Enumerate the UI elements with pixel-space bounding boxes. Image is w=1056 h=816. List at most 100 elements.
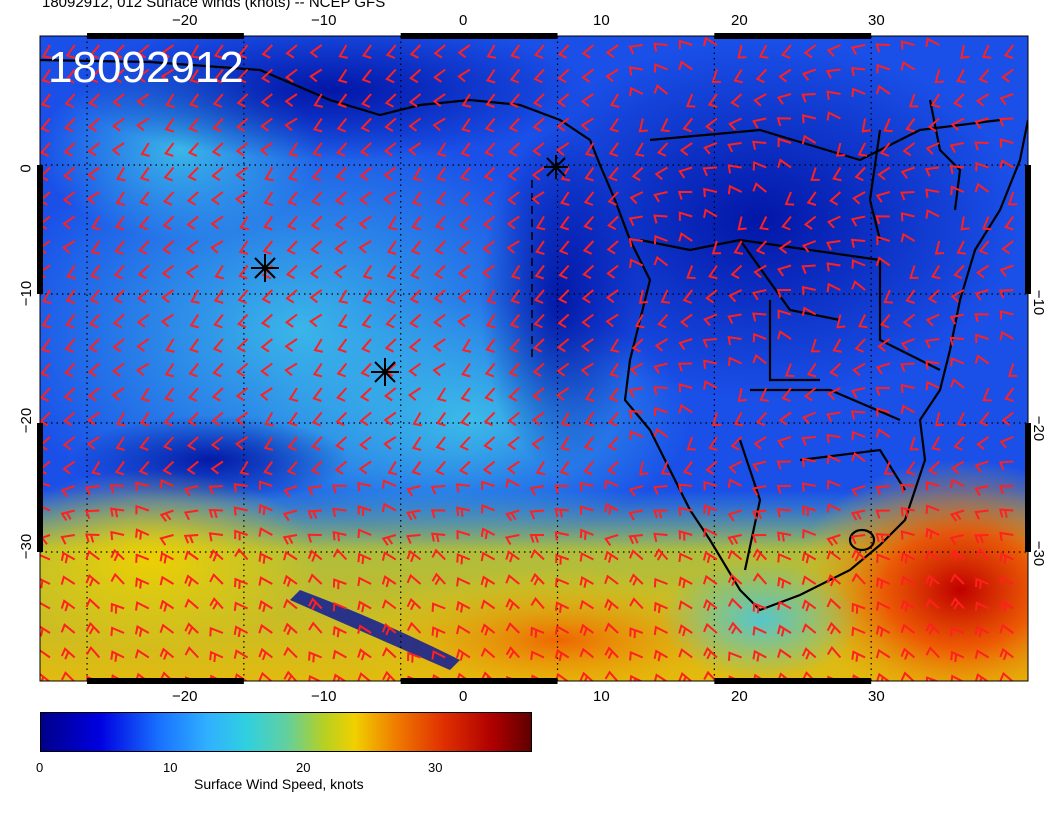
wind-barb — [934, 69, 944, 84]
border-segment — [87, 678, 244, 684]
wind-barb — [999, 647, 1014, 661]
wind-barb — [234, 191, 249, 205]
wind-barb — [950, 357, 965, 367]
wind-barb — [678, 530, 693, 541]
wind-barb — [629, 597, 644, 610]
wind-barb — [163, 166, 175, 182]
wind-barb — [88, 68, 101, 84]
wind-barb — [85, 533, 100, 543]
wind-barb — [116, 412, 126, 427]
wind-barb — [900, 166, 915, 179]
wind-barb — [801, 647, 817, 660]
wind-barb — [956, 240, 967, 255]
wind-barb — [137, 44, 150, 59]
wind-barb — [703, 380, 718, 390]
top-lon-tick: 0 — [459, 12, 468, 29]
wind-barb — [186, 191, 199, 206]
wind-barb — [925, 622, 940, 635]
wind-barb — [460, 142, 471, 157]
wind-barb — [161, 44, 175, 59]
wind-barb — [235, 166, 249, 181]
wind-barb — [381, 622, 397, 636]
wind-barb — [507, 166, 520, 181]
wind-barb — [607, 191, 619, 206]
wind-barb — [530, 572, 545, 586]
wind-barb — [285, 264, 298, 280]
wind-barb — [507, 191, 520, 206]
wind-barb — [211, 387, 224, 402]
wind-barb — [883, 118, 893, 133]
wind-barb — [832, 166, 842, 182]
wind-barb — [381, 646, 397, 659]
wind-barb — [829, 362, 842, 378]
wind-barb — [924, 338, 940, 349]
wind-barb — [533, 68, 545, 84]
wind-barb — [484, 362, 496, 378]
wind-barb — [604, 550, 619, 563]
wind-barb — [431, 626, 446, 638]
wind-barb — [950, 650, 965, 663]
wind-barb — [925, 550, 940, 561]
wind-barb — [233, 649, 249, 659]
wind-barb — [283, 550, 298, 561]
wind-barb — [111, 142, 125, 156]
wind-barb — [905, 117, 916, 133]
wind-barb — [974, 509, 989, 520]
wind-barb — [875, 215, 890, 225]
wind-barb — [703, 670, 718, 681]
wind-barb — [728, 621, 743, 635]
wind-barb — [458, 264, 471, 279]
wind-barb — [258, 576, 273, 586]
wind-barb — [702, 551, 718, 564]
wind-barb — [801, 306, 817, 317]
wind-barb — [90, 240, 101, 255]
wind-barb — [801, 623, 817, 634]
wind-barb — [110, 650, 125, 662]
wind-barb — [135, 504, 150, 515]
wind-barb — [386, 264, 397, 280]
wind-barb — [406, 597, 422, 611]
wind-barb — [851, 87, 866, 97]
wind-barb — [411, 460, 422, 476]
wind-barb — [41, 68, 51, 84]
wind-barb — [850, 44, 866, 55]
wind-barb — [628, 534, 643, 545]
wind-barb — [902, 142, 916, 157]
wind-barb — [209, 549, 224, 562]
wind-barb — [999, 623, 1014, 634]
wind-barb — [974, 313, 989, 323]
wind-barb — [582, 240, 595, 255]
border-segment — [1025, 423, 1031, 552]
wind-barb — [40, 338, 51, 353]
wind-barb — [682, 460, 693, 476]
wind-barb — [579, 647, 595, 659]
wind-barb — [949, 313, 965, 325]
wind-barb — [801, 482, 816, 492]
wind-barb — [850, 509, 866, 521]
border-segment — [714, 33, 872, 39]
wind-barb — [953, 436, 965, 451]
wind-barb — [604, 502, 619, 515]
wind-barb — [854, 338, 866, 353]
wind-barb — [628, 66, 643, 76]
wind-barb — [458, 240, 471, 255]
wind-barb — [654, 338, 669, 352]
wind-barb — [631, 338, 644, 353]
wind-barb — [307, 549, 323, 562]
wind-barb — [40, 117, 51, 133]
wind-barb — [908, 93, 919, 108]
wind-barb — [406, 485, 421, 497]
wind-barb — [109, 484, 125, 494]
wind-barb — [85, 573, 101, 587]
wind-field — [40, 36, 1028, 681]
wind-barb — [336, 362, 348, 378]
wind-barb — [956, 412, 967, 427]
wind-barb — [163, 411, 175, 427]
wind-barb — [900, 383, 915, 394]
wind-barb — [286, 460, 298, 476]
wind-barb — [188, 117, 199, 133]
wind-barb — [287, 166, 298, 182]
wind-barb — [508, 117, 521, 133]
left-lat-tick: −30 — [18, 533, 36, 560]
bottom-lon-tick: 20 — [731, 688, 748, 705]
